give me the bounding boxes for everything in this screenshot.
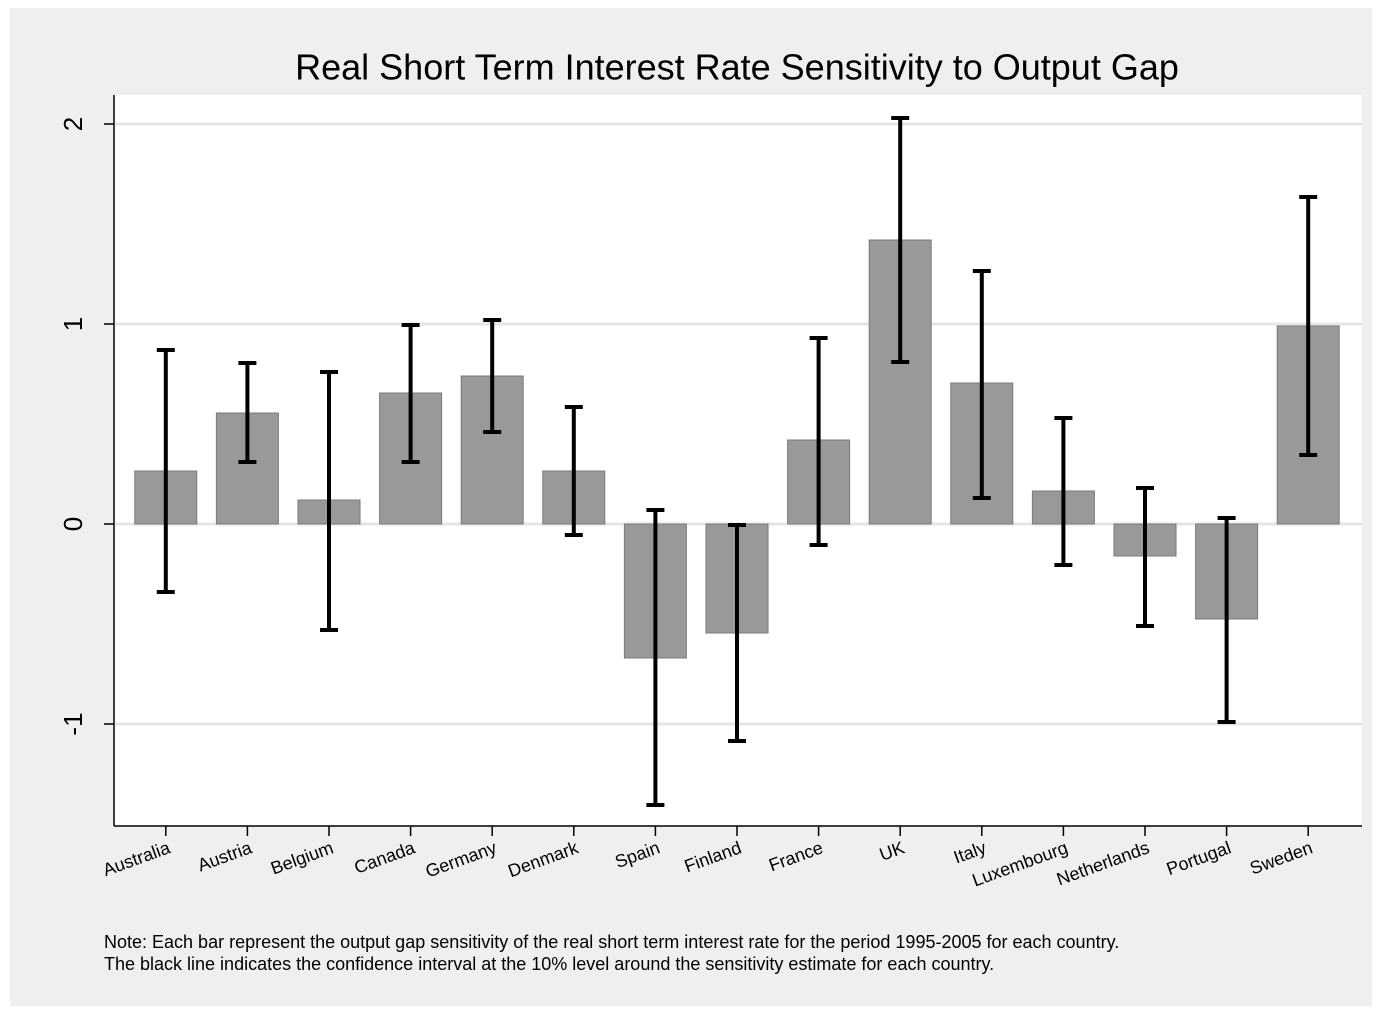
note: The black line indicates the confidence … [104,954,994,974]
y-tick-label: 0 [58,517,88,531]
note: Note: Each bar represent the output gap … [104,932,1119,952]
y-tick-label: 2 [58,117,88,131]
y-tick-label: 1 [58,317,88,331]
chart-title: Real Short Term Interest Rate Sensitivit… [295,47,1179,88]
y-tick-label: -1 [58,712,88,735]
